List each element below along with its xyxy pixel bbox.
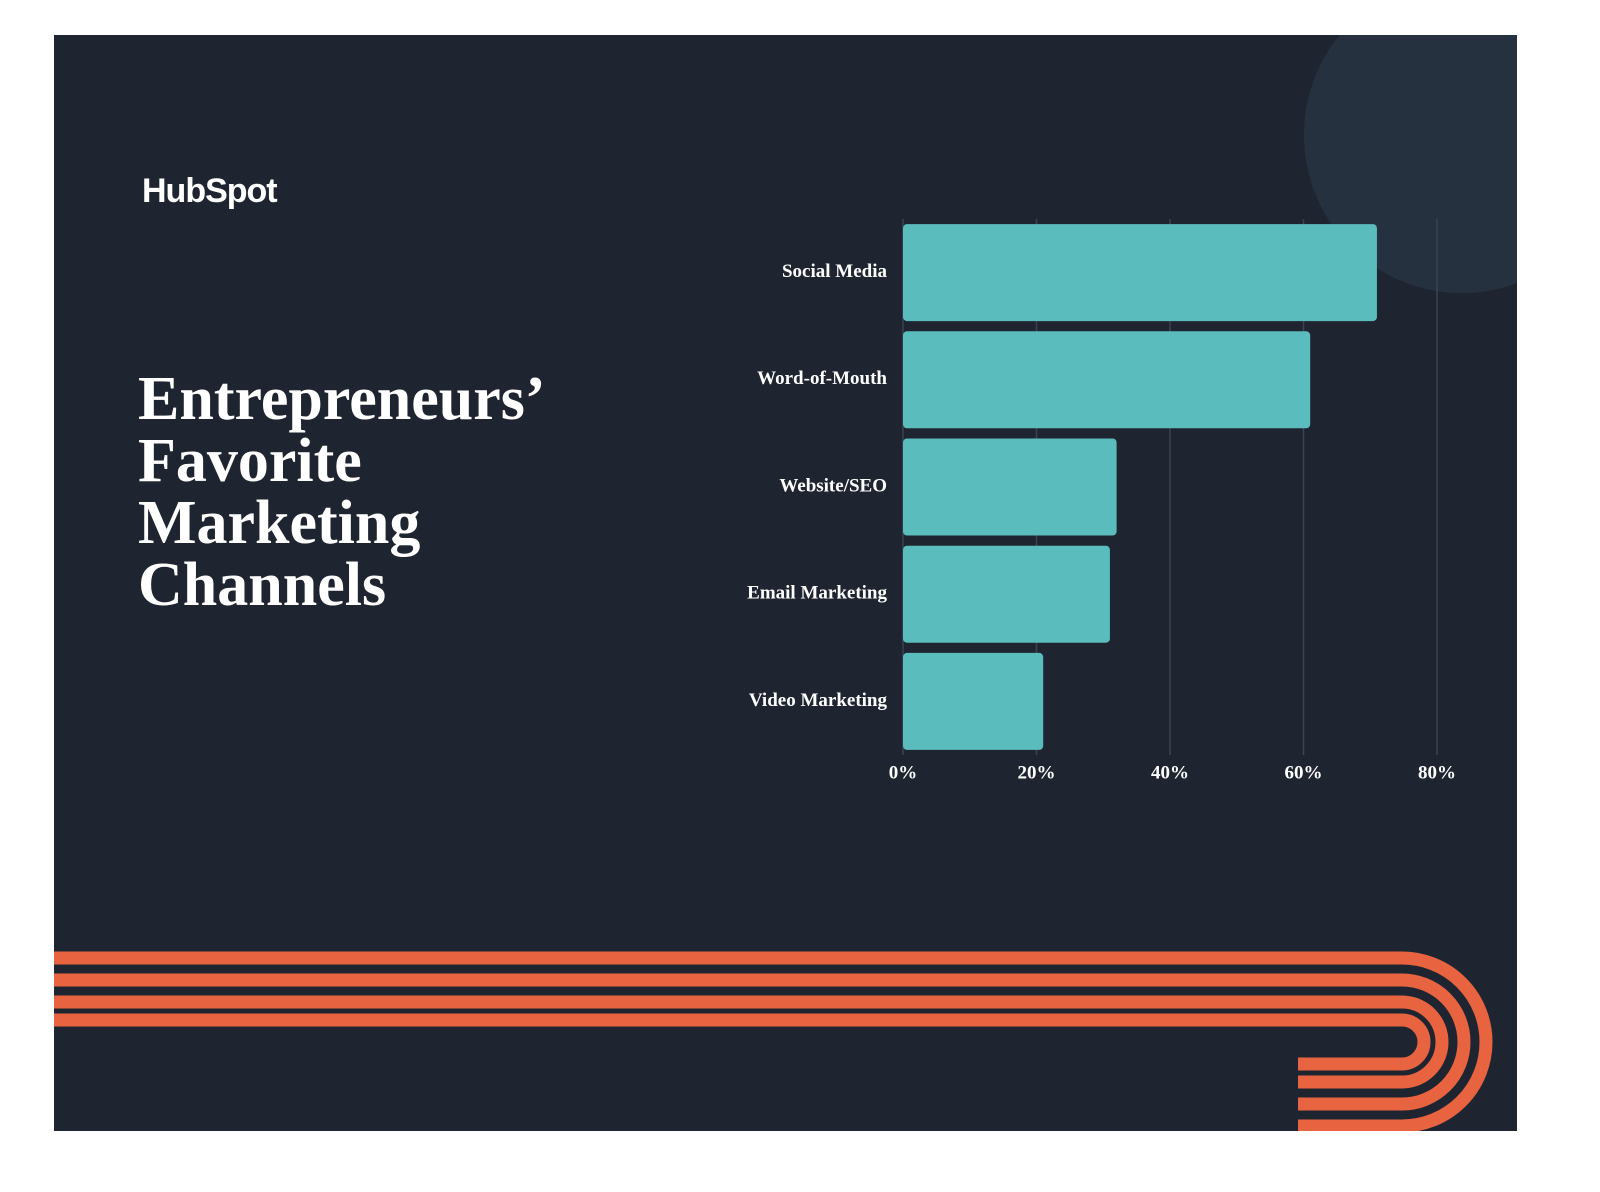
chart-title: Entrepreneurs’ Favorite Marketing Channe… (138, 365, 541, 619)
logo: HubSpot (142, 172, 278, 210)
stripe (54, 1013, 1431, 1071)
stripe (54, 995, 1449, 1089)
y-tick-label: Website/SEO (779, 475, 887, 496)
y-tick-label: Email Marketing (747, 583, 887, 604)
x-tick-label: 0% (889, 762, 918, 783)
panel (54, 35, 1517, 1131)
x-tick-label: 40% (1151, 762, 1189, 783)
x-tick-label: 60% (1285, 762, 1323, 783)
bar (903, 438, 1117, 536)
bar (903, 224, 1377, 322)
y-tick-label: Video Marketing (749, 690, 888, 711)
y-tick-label: Social Media (782, 261, 888, 282)
bar (903, 331, 1311, 429)
stripe (54, 973, 1471, 1111)
stripes (54, 951, 1493, 1131)
stripe (54, 951, 1493, 1131)
plot: 0% 20% 40% 60% 80% Social Media Word-of-Mouth W… (747, 219, 1456, 783)
bar (903, 545, 1110, 643)
x-tick-label: 20% (1018, 762, 1056, 783)
y-tick-label: Word-of-Mouth (757, 368, 887, 389)
bar (903, 652, 1044, 750)
x-tick-label: 80% (1418, 762, 1456, 783)
